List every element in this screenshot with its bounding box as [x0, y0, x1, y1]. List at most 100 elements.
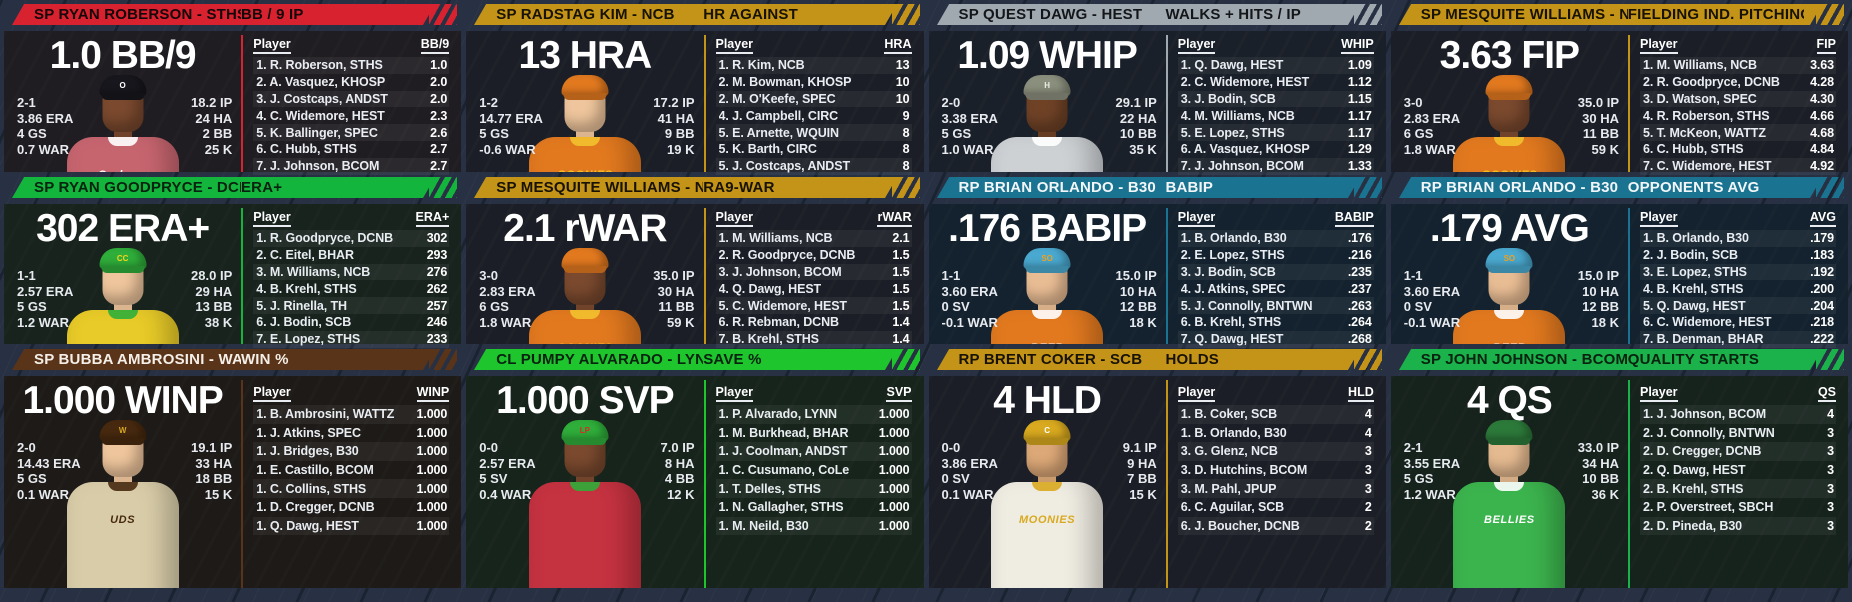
player-portrait[interactable]: SO BEER	[1453, 248, 1566, 344]
leaderboard-row[interactable]: 2. P. Overstreet, SBCH 3	[1640, 498, 1836, 517]
leaderboard-row[interactable]: 2. R. Goodpryce, DCNB 4.28	[1640, 74, 1836, 91]
leaderboard-row[interactable]: 2. J. Bodin, SCB .183	[1640, 247, 1836, 264]
leaderboard-row[interactable]: 1. E. Castillo, BCOM 1.000	[253, 461, 449, 480]
leaderboard-row[interactable]: 5. Q. Dawg, HEST .204	[1640, 297, 1836, 314]
leaderboard-row[interactable]: 6. C. Hubb, STHS 2.7	[253, 141, 449, 158]
leaderboard-row[interactable]: 2. C. Widemore, HEST 1.12	[1178, 74, 1374, 91]
panel-header[interactable]: SP MESQUITE WILLIAMS - NCB RA9-WAR	[466, 177, 923, 198]
panel-header[interactable]: SP RYAN GOODPRYCE - DCNB ERA+	[4, 177, 461, 198]
panel-header[interactable]: RP BRIAN ORLANDO - B30 BABIP	[929, 177, 1386, 198]
leaderboard-row[interactable]: 4. Q. Dawg, HEST 1.5	[716, 280, 912, 297]
leaderboard-row[interactable]: 6. R. Rebman, DCNB 1.4	[716, 314, 912, 331]
panel-header[interactable]: CL PUMPY ALVARADO - LYNN SAVE %	[466, 349, 923, 370]
panel-header[interactable]: SP RYAN ROBERSON - STHS BB / 9 IP	[4, 4, 461, 25]
leaderboard-row[interactable]: 7. J. Johnson, BCOM 2.7	[253, 157, 450, 175]
player-portrait[interactable]: C MOONIES	[991, 420, 1104, 588]
leaderboard-row[interactable]: 2. M. O'Keefe, SPEC 10	[715, 90, 912, 108]
leaderboard-row[interactable]: 2. D. Cregger, DCNB 3	[1640, 442, 1836, 461]
leaderboard-row[interactable]: 1. M. Burkhead, BHAR 1.000	[716, 424, 912, 443]
leaderboard-row[interactable]: 1. D. Cregger, DCNB 1.000	[253, 498, 449, 517]
leaderboard-row[interactable]: 4. M. Williams, NCB 1.17	[1178, 107, 1374, 124]
panel-player-title[interactable]: SP QUEST DAWG - HEST	[958, 6, 1143, 23]
leaderboard-row[interactable]: 5. J. Costcaps, ANDST 8	[715, 157, 912, 175]
leaderboard-row[interactable]: 3. E. Lopez, STHS .192	[1640, 263, 1836, 281]
leaderboard-row[interactable]: 1. R. Goodpryce, DCNB 302	[253, 230, 450, 247]
panel-header[interactable]: SP MESQUITE WILLIAMS - NCB FIELDING IND.…	[1391, 4, 1848, 25]
leaderboard-row[interactable]: 2. M. Bowman, KHOSP 10	[716, 74, 912, 91]
leaderboard-row[interactable]: 1. P. Alvarado, LYNN 1.000	[715, 405, 912, 424]
panel-player-title[interactable]: RP BRIAN ORLANDO - B30	[958, 179, 1156, 196]
leaderboard-row[interactable]: 5. J. Rinella, TH 257	[253, 297, 450, 314]
leaderboard-row[interactable]: 2. E. Lopez, STHS .216	[1178, 247, 1374, 264]
panel-player-title[interactable]: SP BUBBA AMBROSINI - WATTZ	[34, 351, 241, 368]
leaderboard-row[interactable]: 2. Q. Dawg, HEST 3	[1640, 461, 1836, 480]
player-portrait[interactable]: GOONIES	[528, 75, 641, 172]
player-portrait[interactable]: CC	[66, 248, 179, 344]
leaderboard-row[interactable]: 2. D. Pineda, B30 3	[1640, 516, 1836, 536]
leaderboard-row[interactable]: 7. B. Krehl, STHS 1.4	[715, 330, 912, 348]
player-portrait[interactable]: GOONIES	[528, 248, 641, 344]
leaderboard-row[interactable]: 5. C. Widemore, HEST 1.5	[715, 297, 912, 314]
leaderboard-row[interactable]: 3. M. Pahl, JPUP 3	[1177, 479, 1374, 498]
leaderboard-row[interactable]: 4. R. Roberson, STHS 4.66	[1640, 107, 1836, 124]
player-portrait[interactable]: SO BEER	[991, 248, 1104, 344]
leaderboard-row[interactable]: 4. J. Campbell, CIRC 9	[716, 107, 912, 124]
leaderboard-row[interactable]: 3. J. Costcaps, ANDST 2.0	[253, 90, 450, 108]
leaderboard-row[interactable]: 5. T. McKeon, WATTZ 4.68	[1640, 124, 1836, 141]
leaderboard-row[interactable]: 3. G. Glenz, NCB 3	[1177, 442, 1374, 461]
leaderboard-row[interactable]: 5. E. Lopez, STHS 1.17	[1177, 124, 1374, 141]
panel-header[interactable]: SP JOHN JOHNSON - BCOM QUALITY STARTS	[1391, 349, 1848, 370]
panel-player-title[interactable]: CL PUMPY ALVARADO - LYNN	[496, 351, 704, 368]
panel-player-title[interactable]: RP BRIAN ORLANDO - B30	[1420, 179, 1619, 196]
player-portrait[interactable]: LP	[528, 420, 641, 588]
leaderboard-row[interactable]: 3. J. Bodin, SCB 1.15	[1177, 90, 1374, 108]
leaderboard-row[interactable]: 6. A. Vasquez, KHOSP 1.29	[1178, 141, 1374, 158]
leaderboard-row[interactable]: 3. D. Watson, SPEC 4.30	[1640, 90, 1836, 108]
leaderboard-row[interactable]: 3. J. Johnson, BCOM 1.5	[715, 263, 912, 281]
panel-player-title[interactable]: SP MESQUITE WILLIAMS - NCB	[1420, 6, 1628, 23]
leaderboard-row[interactable]: 7. Q. Dawg, HEST .268	[1177, 330, 1374, 348]
leaderboard-row[interactable]: 2. R. Goodpryce, DCNB 1.5	[716, 247, 912, 264]
leaderboard-row[interactable]: 7. J. Johnson, BCOM 1.33	[1177, 157, 1374, 175]
leaderboard-row[interactable]: 5. K. Ballinger, SPEC 2.6	[253, 124, 450, 141]
leaderboard-row[interactable]: 2. B. Krehl, STHS 3	[1640, 479, 1836, 498]
player-portrait[interactable]: H	[991, 75, 1104, 172]
leaderboard-row[interactable]: 1. J. Coolman, ANDST 1.000	[715, 442, 912, 461]
leaderboard-row[interactable]: 1. M. Neild, B30 1.000	[715, 516, 912, 536]
leaderboard-row[interactable]: 4. B. Krehl, STHS .200	[1640, 280, 1836, 297]
leaderboard-row[interactable]: 1. J. Bridges, B30 1.000	[253, 442, 450, 461]
leaderboard-row[interactable]: 1. M. Williams, NCB 3.63	[1640, 57, 1836, 74]
leaderboard-row[interactable]: 1. B. Orlando, B30 4	[1178, 424, 1374, 443]
panel-player-title[interactable]: RP BRENT COKER - SCB	[958, 351, 1143, 368]
leaderboard-row[interactable]: 4. B. Krehl, STHS 262	[253, 280, 449, 297]
panel-header[interactable]: SP RADSTAG KIM - NCB HR AGAINST	[466, 4, 923, 25]
leaderboard-row[interactable]: 2. C. Eitel, BHAR 293	[253, 247, 449, 264]
leaderboard-row[interactable]: 1. R. Roberson, STHS 1.0	[253, 57, 450, 74]
player-portrait[interactable]: O Orphans	[66, 75, 179, 172]
leaderboard-row[interactable]: 1. C. Collins, STHS 1.000	[253, 479, 450, 498]
leaderboard-row[interactable]: 3. D. Hutchins, BCOM 3	[1178, 461, 1374, 480]
leaderboard-row[interactable]: 1. Q. Dawg, HEST 1.000	[253, 516, 450, 536]
leaderboard-row[interactable]: 6. C. Hubb, STHS 4.84	[1640, 141, 1836, 158]
leaderboard-row[interactable]: 6. C. Aguilar, SCB 2	[1178, 498, 1374, 517]
leaderboard-row[interactable]: 3. M. Williams, NCB 276	[253, 263, 450, 281]
panel-player-title[interactable]: SP MESQUITE WILLIAMS - NCB	[496, 179, 704, 196]
leaderboard-row[interactable]: 1. B. Orlando, B30 .176	[1177, 230, 1374, 247]
leaderboard-row[interactable]: 1. M. Williams, NCB 2.1	[715, 230, 912, 247]
panel-header[interactable]: SP BUBBA AMBROSINI - WATTZ WIN %	[4, 349, 461, 370]
player-portrait[interactable]: GOONIES	[1453, 75, 1566, 172]
leaderboard-row[interactable]: 5. E. Arnette, WQUIN 8	[715, 124, 912, 141]
leaderboard-row[interactable]: 7. C. Widemore, HEST 4.92	[1640, 157, 1836, 175]
leaderboard-row[interactable]: 2. A. Vasquez, KHOSP 2.0	[253, 74, 449, 91]
panel-player-title[interactable]: SP RYAN ROBERSON - STHS	[34, 6, 241, 23]
player-portrait[interactable]: W UDS	[66, 420, 179, 588]
leaderboard-row[interactable]: 1. C. Cusumano, CoLe 1.000	[716, 461, 912, 480]
player-portrait[interactable]: BELLIES	[1453, 420, 1566, 588]
leaderboard-row[interactable]: 1. N. Gallagher, STHS 1.000	[716, 498, 912, 517]
leaderboard-row[interactable]: 1. J. Johnson, BCOM 4	[1640, 405, 1836, 424]
leaderboard-row[interactable]: 4. C. Widemore, HEST 2.3	[253, 107, 449, 124]
leaderboard-row[interactable]: 6. J. Boucher, DCNB 2	[1177, 516, 1374, 536]
panel-header[interactable]: SP QUEST DAWG - HEST WALKS + HITS / IP	[929, 4, 1386, 25]
leaderboard-row[interactable]: 5. K. Barth, CIRC 8	[716, 141, 912, 158]
panel-player-title[interactable]: SP RYAN GOODPRYCE - DCNB	[34, 179, 241, 196]
